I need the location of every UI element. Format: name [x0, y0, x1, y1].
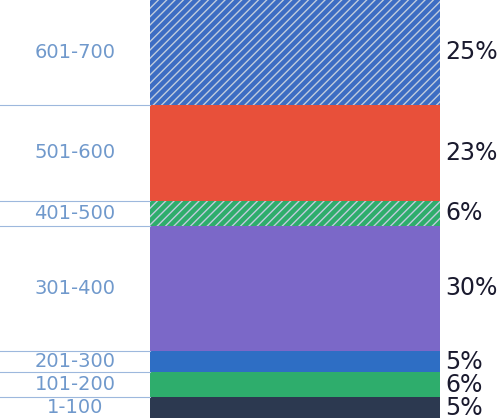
Text: 601-700: 601-700 [34, 43, 116, 62]
Bar [150, 201, 440, 226]
Bar [150, 201, 440, 226]
Text: 5%: 5% [445, 349, 482, 374]
Text: 201-300: 201-300 [34, 352, 116, 371]
Text: 101-200: 101-200 [34, 375, 116, 394]
Text: 1-100: 1-100 [47, 398, 103, 417]
Bar [150, 104, 440, 201]
Text: 5%: 5% [445, 395, 482, 418]
Bar [150, 372, 440, 397]
Bar [150, 351, 440, 372]
Bar [150, 226, 440, 351]
Text: 23%: 23% [445, 140, 498, 165]
Text: 25%: 25% [445, 40, 498, 64]
Text: 301-400: 301-400 [34, 279, 116, 298]
Text: 501-600: 501-600 [34, 143, 116, 162]
Bar [150, 0, 440, 104]
Text: 30%: 30% [445, 276, 498, 301]
Bar [150, 0, 440, 104]
Bar [150, 397, 440, 418]
Text: 6%: 6% [445, 201, 482, 225]
Text: 6%: 6% [445, 372, 482, 397]
Text: 401-500: 401-500 [34, 204, 116, 223]
